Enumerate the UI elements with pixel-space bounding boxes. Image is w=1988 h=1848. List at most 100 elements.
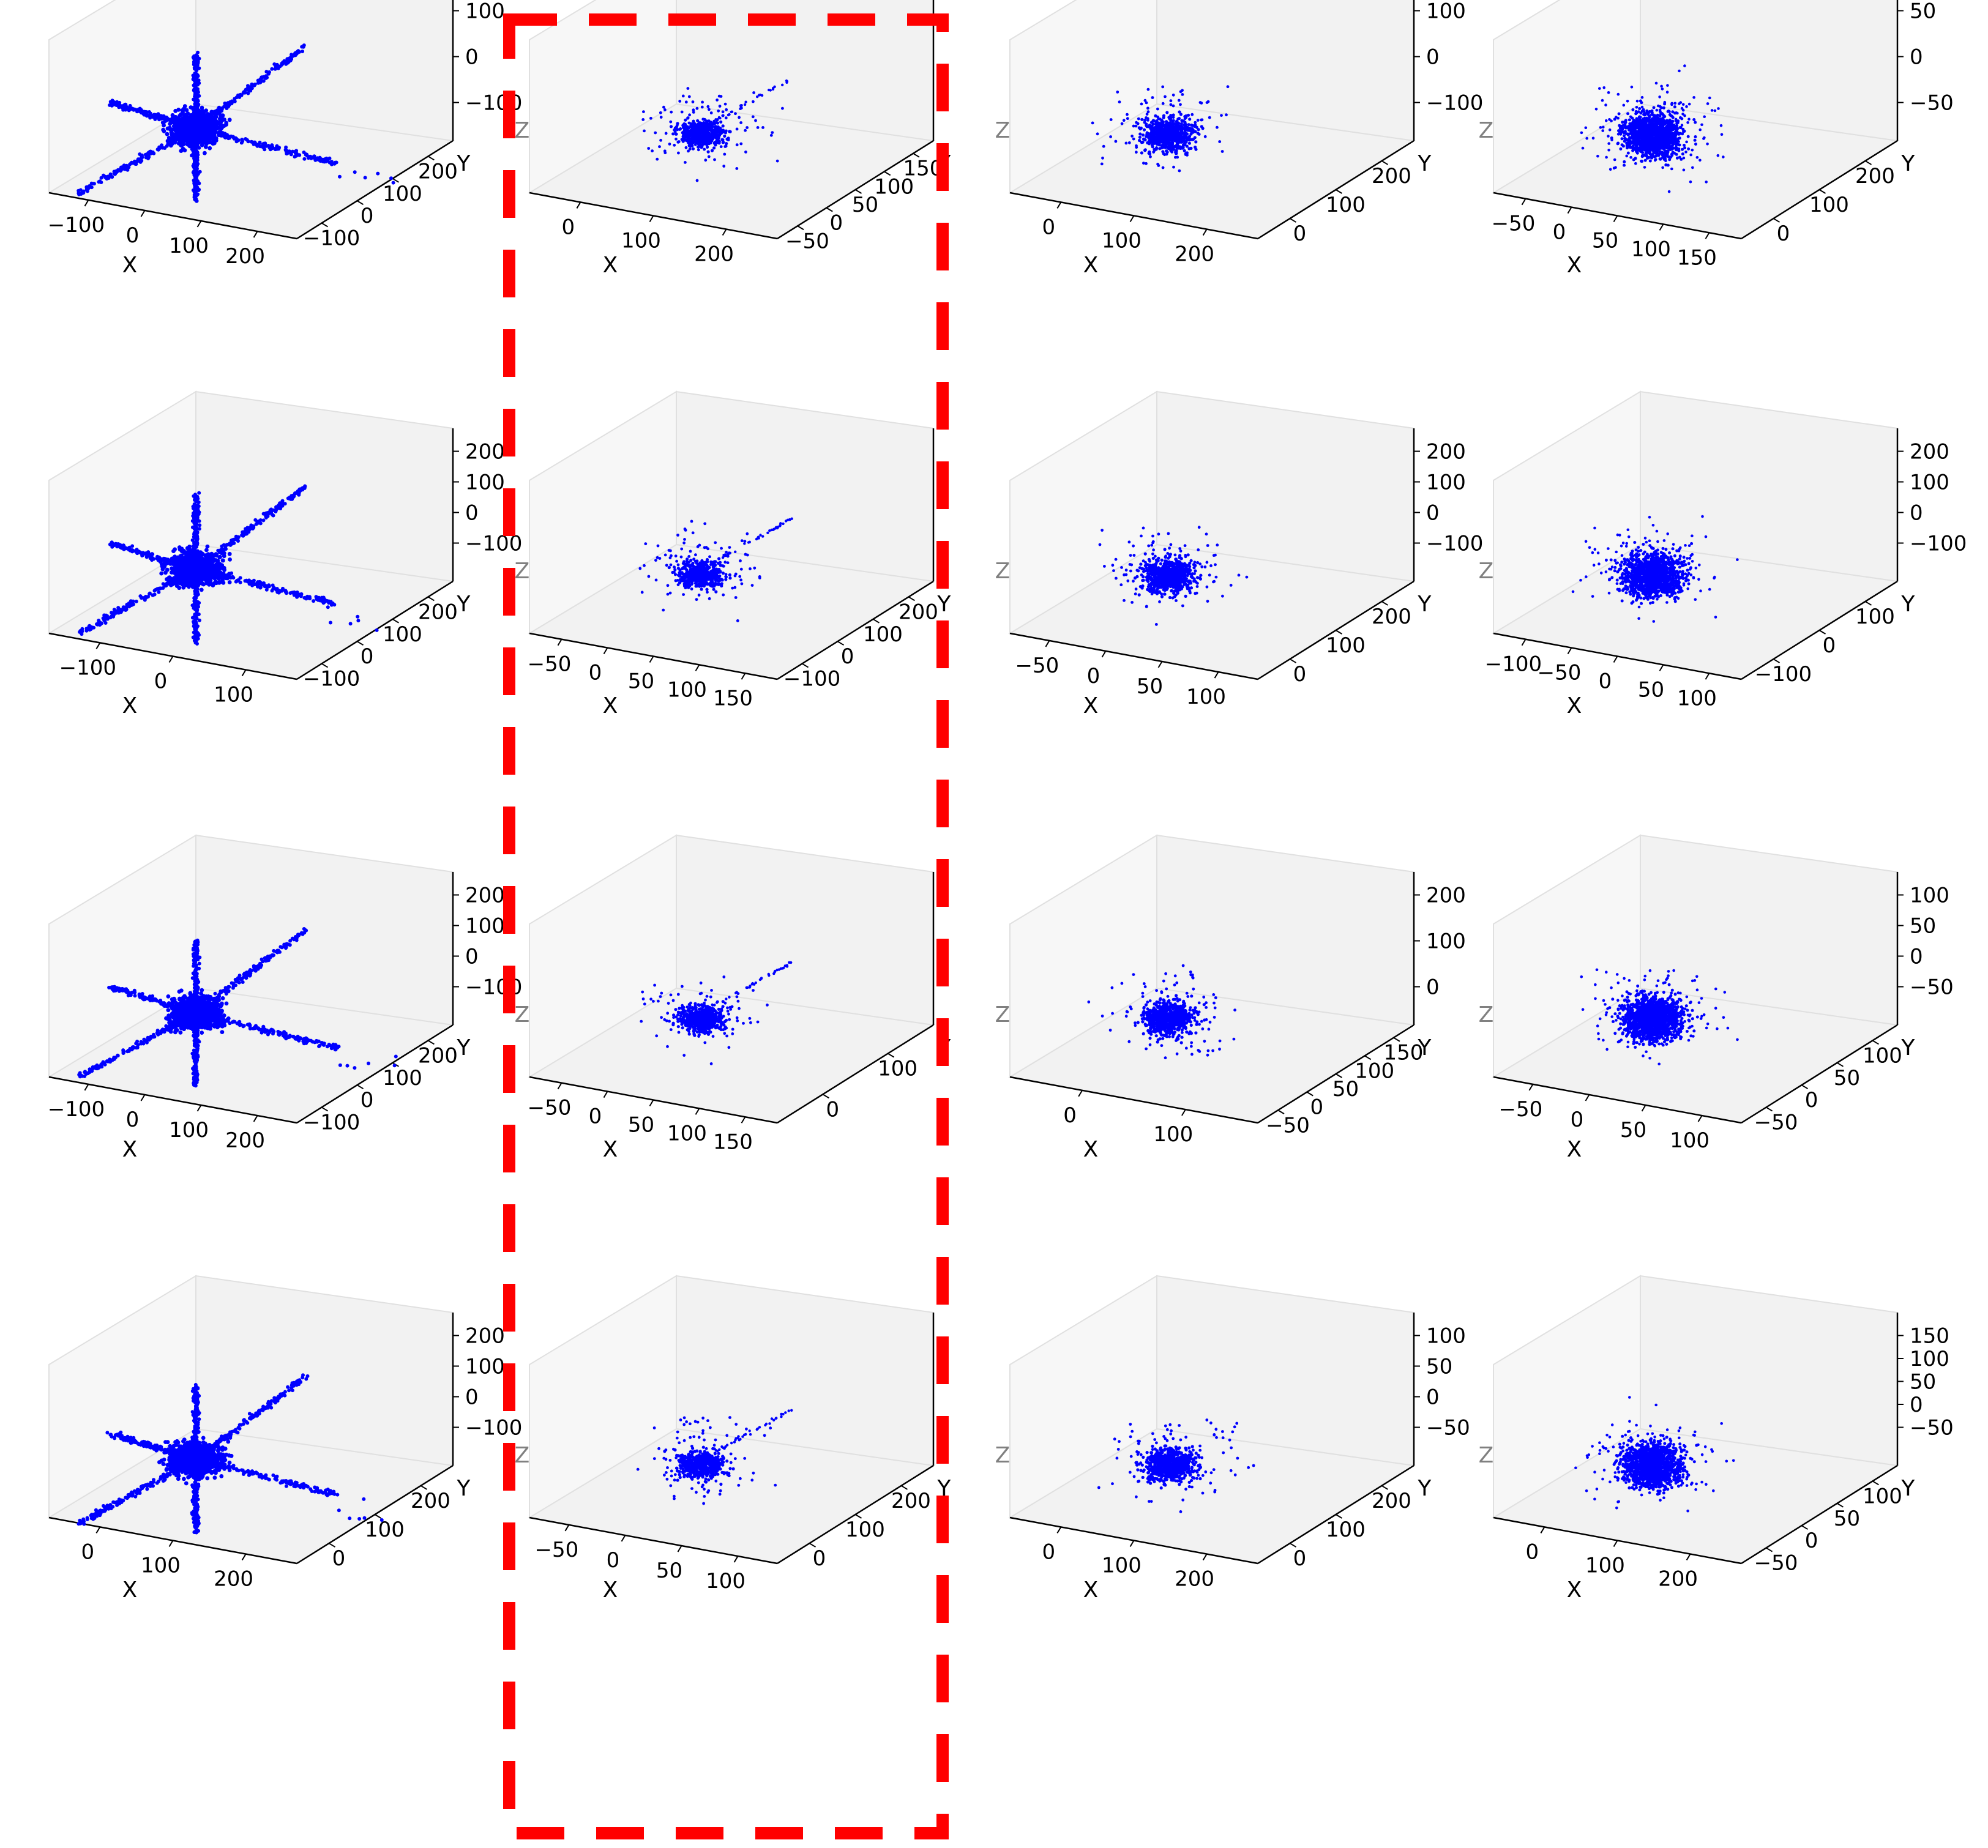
- data-point: [1681, 113, 1684, 116]
- data-point: [1692, 118, 1696, 121]
- data-point: [723, 134, 727, 138]
- x-tick-label: 100: [169, 234, 209, 258]
- data-point: [1091, 121, 1094, 125]
- data-point: [1607, 91, 1610, 94]
- data-point: [191, 55, 195, 59]
- data-point: [684, 146, 688, 149]
- data-point: [744, 129, 747, 132]
- data-point: [1126, 117, 1129, 121]
- z-tick-label: 0: [1910, 45, 1923, 70]
- y-axis-label: Y: [456, 151, 471, 176]
- data-point: [725, 108, 728, 111]
- data-point: [1664, 126, 1668, 130]
- y-tick-mark: [357, 200, 364, 206]
- data-point: [710, 149, 714, 152]
- data-point: [290, 53, 294, 57]
- data-point: [1646, 131, 1650, 135]
- data-point: [1169, 149, 1173, 152]
- data-point: [1156, 107, 1159, 111]
- data-point: [663, 149, 667, 153]
- data-point: [116, 102, 120, 106]
- data-point: [721, 114, 724, 117]
- data-point: [1622, 103, 1626, 107]
- data-point: [1187, 123, 1190, 127]
- data-point: [1650, 117, 1654, 121]
- data-point: [1183, 133, 1187, 138]
- data-point: [1225, 113, 1228, 117]
- data-point: [1145, 162, 1148, 165]
- data-point: [1625, 154, 1628, 158]
- data-point: [1216, 125, 1219, 129]
- data-point: [677, 151, 680, 155]
- data-point: [669, 120, 673, 124]
- y-tick-label: 100: [1326, 193, 1366, 217]
- data-point: [1184, 116, 1188, 119]
- x-tick-mark: [84, 199, 89, 207]
- data-point: [195, 160, 199, 164]
- data-point: [1140, 151, 1143, 155]
- data-point: [159, 116, 163, 121]
- data-point: [1162, 146, 1165, 149]
- y-tick-label: 200: [1855, 164, 1895, 188]
- data-point: [696, 119, 700, 122]
- data-point: [185, 114, 190, 119]
- data-point: [1196, 119, 1200, 122]
- data-point: [1581, 146, 1585, 150]
- data-point: [1655, 141, 1659, 144]
- data-point: [1654, 125, 1657, 129]
- data-point: [1127, 141, 1131, 144]
- data-point: [679, 127, 682, 130]
- data-point: [739, 107, 742, 110]
- data-point: [1181, 119, 1185, 123]
- data-point: [708, 140, 711, 144]
- data-point: [1614, 166, 1617, 169]
- z-tick-label: 100: [1426, 0, 1466, 24]
- data-point: [1187, 141, 1191, 145]
- data-point: [126, 106, 130, 110]
- data-point: [690, 144, 694, 147]
- data-point: [719, 116, 722, 120]
- data-point: [1705, 181, 1708, 184]
- data-point: [1666, 130, 1669, 133]
- data-point: [288, 58, 293, 62]
- data-point: [1190, 113, 1194, 116]
- data-point: [1660, 84, 1663, 88]
- data-point: [246, 84, 250, 88]
- data-point: [1674, 117, 1678, 121]
- data-point: [1713, 109, 1717, 113]
- data-point: [1194, 124, 1197, 128]
- data-point: [1148, 140, 1152, 143]
- data-point: [688, 113, 691, 117]
- x-tick-label: −100: [59, 655, 116, 680]
- z-tick-label: 0: [465, 45, 479, 70]
- data-point: [1669, 155, 1673, 159]
- data-point: [1670, 135, 1673, 138]
- data-point: [1634, 121, 1637, 124]
- data-point: [1169, 103, 1173, 106]
- data-point: [1172, 122, 1176, 125]
- subplot-r1c1: Original Point Cloud−1000100200X−1000100…: [47, 0, 522, 278]
- data-point: [684, 118, 687, 122]
- x-tick-label: −100: [48, 213, 105, 237]
- data-point: [1659, 150, 1662, 154]
- y-axis-label: Y: [1417, 151, 1432, 176]
- data-point: [171, 132, 176, 137]
- data-point: [752, 100, 755, 103]
- data-point: [1716, 154, 1720, 157]
- data-point: [1179, 90, 1183, 94]
- data-point: [701, 100, 704, 104]
- data-point: [1695, 156, 1699, 159]
- data-point: [239, 141, 244, 145]
- data-point: [1102, 144, 1105, 148]
- data-point: [165, 132, 170, 136]
- data-point: [1682, 156, 1686, 160]
- data-point: [119, 167, 123, 171]
- data-point: [130, 106, 134, 111]
- data-point: [1176, 121, 1180, 125]
- data-point: [714, 118, 717, 121]
- data-point: [684, 122, 687, 126]
- data-point: [1656, 134, 1659, 138]
- data-point: [185, 140, 190, 144]
- data-point: [1628, 136, 1632, 140]
- data-point: [302, 151, 306, 154]
